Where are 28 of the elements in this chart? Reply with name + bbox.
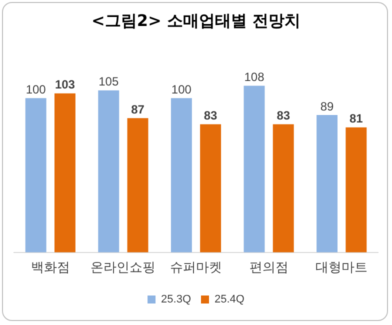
x-tick-label: 대형마트 — [316, 260, 368, 276]
x-tick-label: 온라인쇼핑 — [90, 260, 156, 276]
data-label: 87 — [131, 102, 145, 116]
data-label: 89 — [320, 99, 334, 114]
data-label: 105 — [98, 74, 119, 89]
x-tick-label: 백화점 — [30, 260, 70, 276]
data-label: 100 — [26, 82, 46, 96]
legend-label: 25.4Q — [214, 294, 245, 306]
bar — [346, 127, 367, 252]
chart-title: <그림2> 소매업태별 전망치 — [91, 10, 301, 30]
data-label: 103 — [54, 78, 76, 92]
data-label: 83 — [204, 108, 218, 123]
data-label: 108 — [244, 70, 265, 84]
bar — [272, 124, 294, 252]
bar — [98, 90, 120, 252]
bar — [127, 118, 148, 252]
bar — [54, 93, 76, 252]
x-tick-label: 슈퍼마켓 — [170, 260, 222, 276]
data-label: 100 — [171, 82, 192, 96]
x-tick-label: 편의점 — [249, 260, 288, 276]
bar — [200, 124, 222, 252]
bar — [244, 86, 265, 252]
data-label: 81 — [349, 112, 364, 126]
bar — [170, 98, 192, 252]
bar — [316, 115, 338, 252]
data-label: 83 — [276, 108, 290, 123]
bar — [25, 98, 46, 252]
legend-label: 25.3Q — [161, 294, 192, 306]
